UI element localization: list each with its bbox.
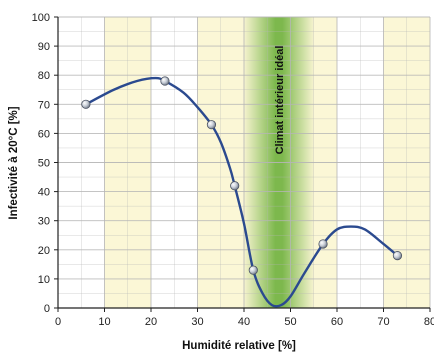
x-tick-label: 30 <box>191 316 203 328</box>
y-tick-label: 70 <box>38 99 50 111</box>
data-markers <box>81 76 403 275</box>
y-tick-label: 100 <box>32 12 50 24</box>
x-tick-label: 10 <box>98 316 110 328</box>
x-tick-label: 40 <box>238 316 250 328</box>
y-tick-label: 90 <box>38 41 50 53</box>
y-tick-label: 80 <box>38 70 50 82</box>
x-tick-label: 0 <box>55 316 61 328</box>
y-tick-labels: 0 10 20 30 40 50 60 70 80 90 100 <box>32 12 50 315</box>
y-tick-label: 30 <box>38 216 50 228</box>
x-tick-label: 60 <box>331 316 343 328</box>
y-tick-label: 0 <box>44 303 50 315</box>
ideal-climate-label: Climat intérieur idéal <box>274 46 286 155</box>
x-tick-label: 80 <box>424 316 434 328</box>
axes <box>54 16 431 312</box>
grid-lines <box>57 16 431 309</box>
y-tick-label: 40 <box>38 187 50 199</box>
data-point <box>392 251 403 261</box>
data-point <box>160 76 170 86</box>
x-tick-label: 50 <box>284 316 296 328</box>
x-axis-label: Humidité relative [%] <box>182 340 296 352</box>
data-point <box>206 120 217 130</box>
y-tick-label: 50 <box>38 158 50 170</box>
data-point <box>248 265 258 275</box>
x-tick-label: 20 <box>145 316 157 328</box>
y-axis-label: Infectivité à 20°C [%] <box>8 106 20 219</box>
y-tick-label: 20 <box>38 245 50 257</box>
y-tick-label: 60 <box>38 128 50 140</box>
data-point <box>81 99 91 109</box>
data-point <box>230 181 240 191</box>
x-tick-labels: 0 10 20 30 40 50 60 70 80 <box>55 316 434 328</box>
data-point <box>318 239 328 249</box>
y-tick-label: 10 <box>38 274 50 286</box>
x-tick-label: 70 <box>377 316 389 328</box>
